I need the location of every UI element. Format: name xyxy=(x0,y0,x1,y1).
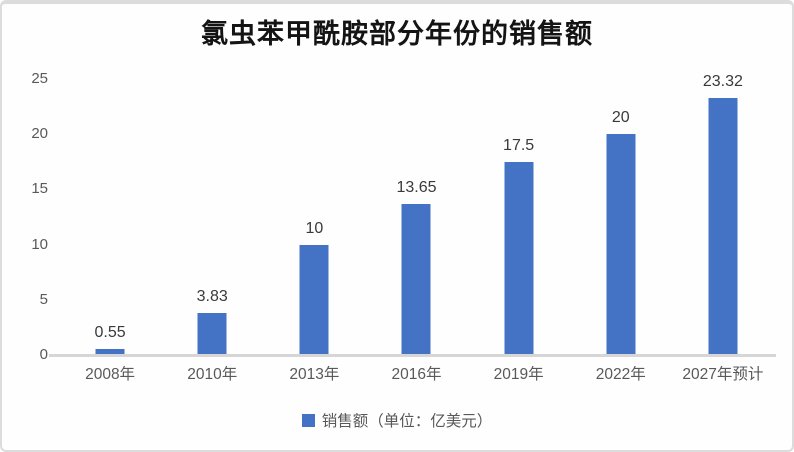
bar xyxy=(401,204,431,355)
x-tick-label: 2022年 xyxy=(595,366,646,383)
bar xyxy=(95,349,125,355)
bar-slot: 0.55 xyxy=(59,79,161,355)
bar xyxy=(299,245,329,355)
y-axis: 0 5 10 15 20 25 xyxy=(2,4,48,450)
bar-value-label: 23.32 xyxy=(702,73,743,90)
bar-slot: 10 xyxy=(263,79,365,355)
x-tick-label: 2013年 xyxy=(289,366,340,383)
bar-value-label: 17.5 xyxy=(503,137,535,154)
y-tick-label: 0 xyxy=(39,346,48,363)
x-axis-line xyxy=(49,354,776,357)
y-tick-label: 25 xyxy=(31,70,48,87)
y-tick-label: 20 xyxy=(31,125,48,143)
bar-value-label: 13.65 xyxy=(396,179,437,196)
bar xyxy=(606,134,636,355)
x-tick-label: 2027年预计 xyxy=(682,366,764,383)
x-tick-label: 2010年 xyxy=(187,366,238,383)
bar-value-label: 3.83 xyxy=(196,288,228,305)
bar-slot: 20 xyxy=(570,79,672,355)
bar-slot: 17.5 xyxy=(468,79,570,355)
x-tick-label: 2019年 xyxy=(493,366,544,383)
y-tick-label: 5 xyxy=(39,290,48,308)
legend-label: 销售额（单位：亿美元） xyxy=(321,413,493,430)
x-axis: 2008年 2010年 2013年 2016年 2019年 2022年 2027年预计 xyxy=(59,362,774,384)
y-tick-label: 15 xyxy=(31,180,48,198)
bar-value-label: 0.55 xyxy=(94,324,126,341)
bar-slot: 13.65 xyxy=(365,79,467,355)
y-tick-label: 10 xyxy=(31,235,48,253)
bar-slot: 23.32 xyxy=(672,73,774,355)
legend: 销售额（单位：亿美元） xyxy=(2,409,792,431)
bar xyxy=(504,162,534,355)
bar-slot: 3.83 xyxy=(161,79,263,355)
bar xyxy=(708,98,738,355)
bar-value-label: 10 xyxy=(305,220,324,237)
legend-swatch-icon xyxy=(301,413,315,427)
bar xyxy=(197,313,227,355)
plot-area: 0.55 3.83 10 13.65 17.5 20 23.32 xyxy=(49,73,776,357)
bars-row: 0.55 3.83 10 13.65 17.5 20 23.32 xyxy=(59,73,774,355)
x-tick-label: 2008年 xyxy=(85,366,136,383)
bar-value-label: 20 xyxy=(611,109,630,126)
chart-title: 氯虫苯甲酰胺部分年份的销售额 xyxy=(201,19,593,49)
x-tick-label: 2016年 xyxy=(391,366,442,383)
